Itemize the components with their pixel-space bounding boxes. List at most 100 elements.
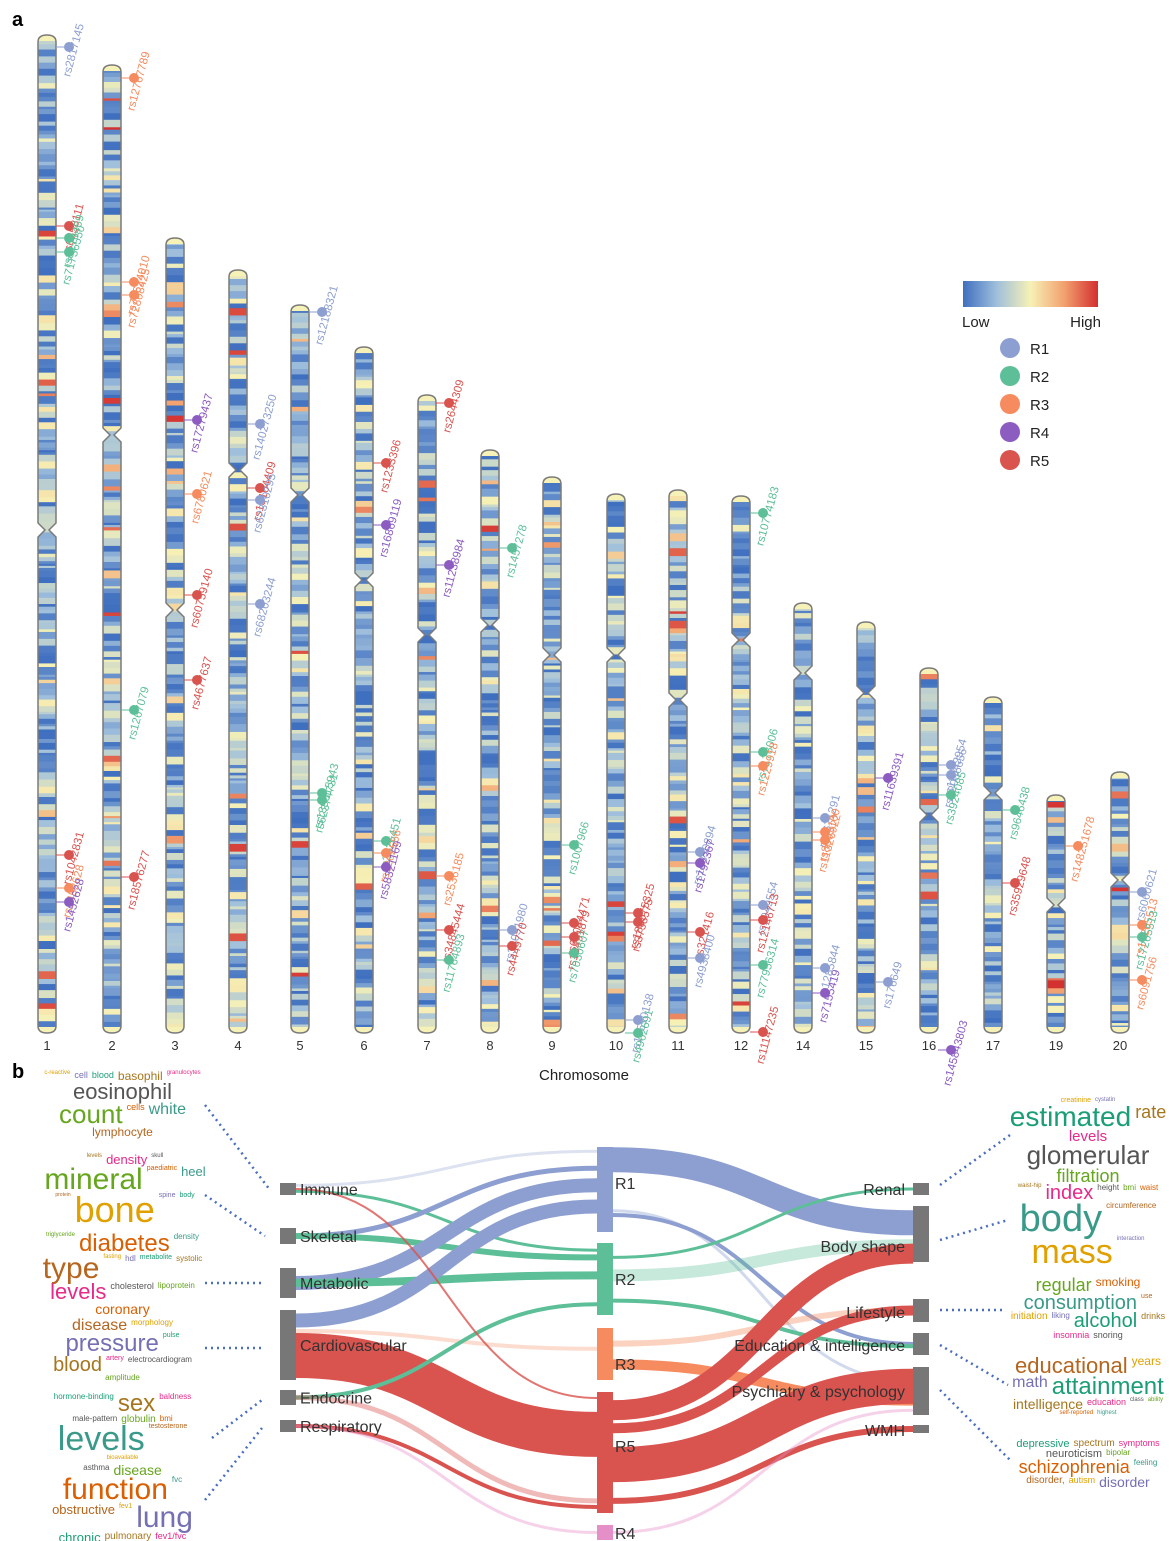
band [984,1004,1002,1011]
band [355,471,373,480]
telomere [794,603,812,609]
band [543,876,561,884]
band [794,650,812,659]
band [103,973,121,980]
band [166,428,184,434]
snp-marker [820,988,830,998]
band [543,980,561,989]
telomere [543,1027,561,1033]
band [229,640,247,645]
band [166,448,184,456]
band [103,633,121,642]
band [291,847,309,851]
cloud-word: skull [151,1152,164,1159]
snp-marker [507,925,517,935]
band [857,992,875,998]
band [669,954,687,961]
snp-marker [633,917,643,927]
band [857,891,875,896]
band [229,612,247,620]
band [607,941,625,946]
band [543,994,561,999]
band [229,336,247,344]
band [229,928,247,934]
band [166,653,184,661]
band [418,629,436,636]
band [543,940,561,947]
band [229,738,247,742]
band [103,390,121,396]
band [920,828,938,836]
band [543,557,561,564]
band [103,171,121,176]
band [229,405,247,411]
band [669,620,687,629]
band [166,275,184,283]
band [38,726,56,730]
band [291,950,309,954]
band [291,921,309,926]
band [355,676,373,682]
band [103,673,121,679]
band [38,718,56,725]
band [1111,856,1129,864]
band [481,967,499,971]
cloud-word: glomerular [1026,1139,1150,1170]
cloud-word: pulse [162,1332,180,1340]
band [291,795,309,800]
cloud-word: pulmonary [104,1530,152,1541]
band [418,912,436,919]
band [38,622,56,630]
snp-marker [633,1015,643,1025]
band [857,742,875,751]
band [607,677,625,685]
band [38,872,56,878]
band [984,992,1002,997]
snp-marker [255,599,265,609]
band [291,885,309,893]
flow [295,1165,598,1239]
word-cloud: hormone-binding sex baldness male-pattern gl… [40,1388,205,1466]
band [794,753,812,761]
band [355,442,373,451]
band [607,883,625,888]
band [607,672,625,679]
band [229,889,247,893]
band [607,838,625,845]
band [984,879,1002,887]
band [103,81,121,89]
band [166,792,184,797]
band [418,487,436,494]
node-label: Metabolic [300,1276,368,1293]
band [920,730,938,734]
band [984,988,1002,993]
band [229,712,247,718]
band [38,497,56,503]
band [857,735,875,743]
band [229,556,247,566]
band [229,605,247,613]
snp-label: rs2817145 [61,22,87,78]
band [857,983,875,989]
band [166,1005,184,1014]
band [38,101,56,108]
band [794,983,812,987]
band [418,790,436,796]
band [543,823,561,829]
band [166,824,184,831]
band [1111,989,1129,997]
band [732,798,750,805]
band [103,545,121,553]
snp-label: rs68203244 [251,576,278,638]
snp-label: rs12188321 [313,284,340,346]
band [607,732,625,741]
band [732,891,750,900]
band [669,948,687,956]
band [291,900,309,907]
band [669,715,687,722]
band [481,1004,499,1010]
cloud-word: hdl [125,1253,136,1263]
band [229,673,247,678]
band [355,506,373,514]
